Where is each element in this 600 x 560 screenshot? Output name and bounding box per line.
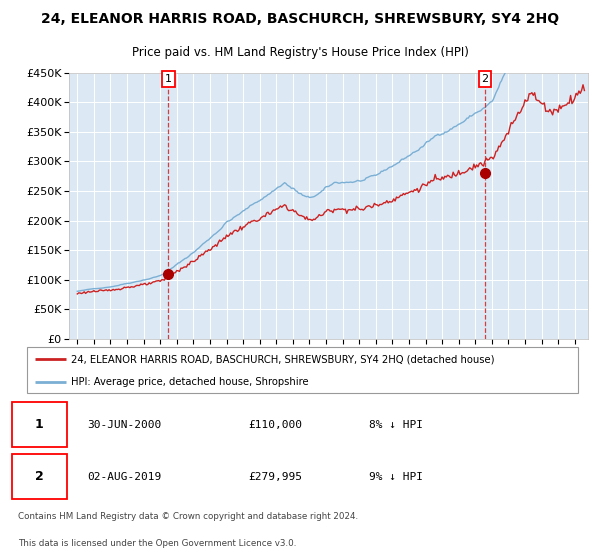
- FancyBboxPatch shape: [12, 402, 67, 447]
- Text: 1: 1: [165, 74, 172, 84]
- FancyBboxPatch shape: [12, 454, 67, 500]
- Text: £279,995: £279,995: [248, 472, 302, 482]
- Text: 24, ELEANOR HARRIS ROAD, BASCHURCH, SHREWSBURY, SY4 2HQ (detached house): 24, ELEANOR HARRIS ROAD, BASCHURCH, SHRE…: [71, 354, 495, 365]
- Text: Contains HM Land Registry data © Crown copyright and database right 2024.: Contains HM Land Registry data © Crown c…: [18, 512, 358, 521]
- Text: HPI: Average price, detached house, Shropshire: HPI: Average price, detached house, Shro…: [71, 377, 309, 388]
- Text: 24, ELEANOR HARRIS ROAD, BASCHURCH, SHREWSBURY, SY4 2HQ: 24, ELEANOR HARRIS ROAD, BASCHURCH, SHRE…: [41, 12, 559, 26]
- FancyBboxPatch shape: [27, 348, 578, 393]
- Text: Price paid vs. HM Land Registry's House Price Index (HPI): Price paid vs. HM Land Registry's House …: [131, 46, 469, 59]
- Text: 8% ↓ HPI: 8% ↓ HPI: [369, 420, 423, 430]
- Text: 02-AUG-2019: 02-AUG-2019: [87, 472, 161, 482]
- Text: 9% ↓ HPI: 9% ↓ HPI: [369, 472, 423, 482]
- Text: 2: 2: [481, 74, 488, 84]
- Text: 2: 2: [35, 470, 43, 483]
- Text: 1: 1: [35, 418, 43, 431]
- Text: This data is licensed under the Open Government Licence v3.0.: This data is licensed under the Open Gov…: [18, 539, 296, 548]
- Text: £110,000: £110,000: [248, 420, 302, 430]
- Text: 30-JUN-2000: 30-JUN-2000: [87, 420, 161, 430]
